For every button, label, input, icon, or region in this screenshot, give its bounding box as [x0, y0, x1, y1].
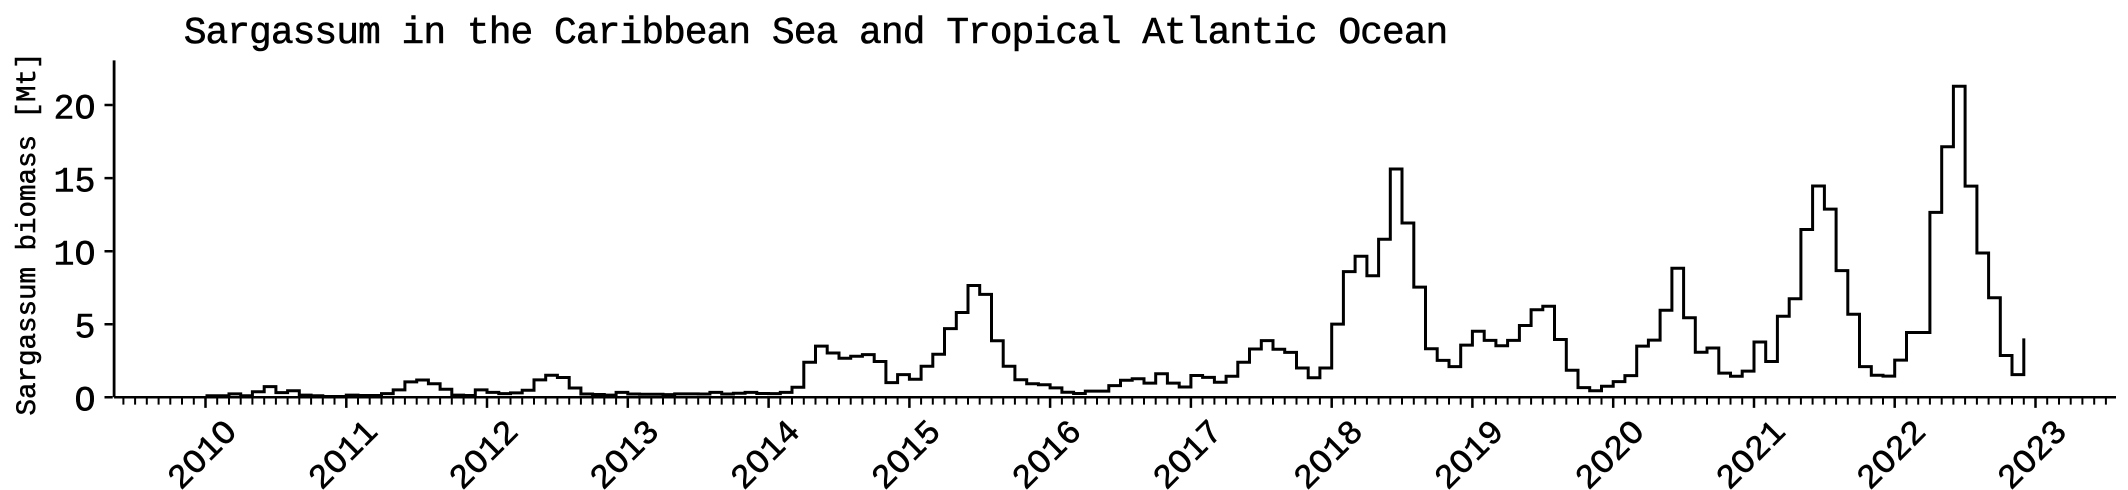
- svg-text:1O: 1O: [53, 236, 95, 276]
- svg-text:Sargassum in the Caribbean Sea: Sargassum in the Caribbean Sea and Tropi…: [184, 12, 1449, 55]
- svg-text:2O16: 2O16: [1006, 414, 1091, 490]
- svg-text:2O2O: 2O2O: [1569, 414, 1654, 490]
- svg-text:15: 15: [53, 163, 95, 203]
- svg-text:2O: 2O: [53, 90, 95, 130]
- svg-text:2O22: 2O22: [1851, 414, 1936, 490]
- svg-text:2O17: 2O17: [1147, 414, 1232, 490]
- svg-text:2O1O: 2O1O: [162, 414, 247, 490]
- svg-text:5: 5: [74, 309, 95, 349]
- svg-text:2O13: 2O13: [584, 414, 669, 490]
- svg-text:Sargassum biomass [Mt]: Sargassum biomass [Mt]: [13, 52, 44, 415]
- svg-text:2O14: 2O14: [725, 414, 810, 490]
- svg-text:O: O: [74, 382, 95, 422]
- svg-text:2O21: 2O21: [1710, 414, 1795, 490]
- svg-text:2O12: 2O12: [443, 414, 528, 490]
- svg-text:2O23: 2O23: [1992, 414, 2077, 490]
- svg-text:2O15: 2O15: [866, 414, 951, 490]
- svg-text:2O19: 2O19: [1429, 414, 1514, 490]
- svg-text:2O18: 2O18: [1288, 414, 1373, 490]
- svg-text:2O11: 2O11: [302, 414, 387, 490]
